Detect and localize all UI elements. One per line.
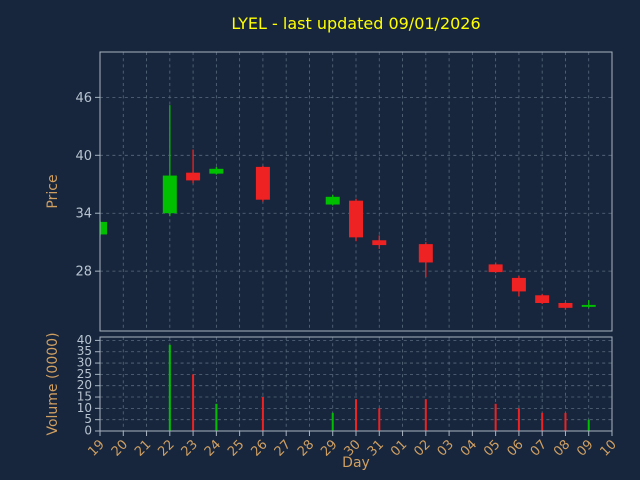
volume-tick-label: 25	[77, 367, 92, 381]
volume-tick-label: 35	[77, 344, 92, 358]
candle-body	[100, 221, 107, 235]
price-tick-label: 34	[75, 207, 92, 222]
candle-body	[418, 244, 433, 263]
volume-axis-label: Volume (0000)	[45, 332, 61, 435]
candles-layer	[100, 105, 596, 310]
price-tick-label: 46	[75, 91, 92, 106]
volume-tick-label: 30	[77, 356, 92, 370]
tick-marks	[95, 96, 613, 436]
volume-tick-label: 0	[84, 424, 92, 438]
candle-body	[558, 303, 573, 308]
volume-tick-label: 15	[77, 390, 92, 404]
candle-body	[209, 168, 224, 174]
candle-body	[186, 172, 201, 181]
candle-body	[488, 264, 503, 273]
x-axis-label: Day	[342, 455, 370, 471]
candle-body	[535, 295, 550, 304]
candle-body	[325, 196, 340, 205]
price-axis-label: Price	[45, 174, 61, 208]
candle-body	[349, 200, 363, 238]
volume-tick-label: 40	[77, 333, 92, 347]
candle-body	[255, 166, 270, 200]
price-tick-label: 40	[75, 149, 92, 164]
candle-body	[511, 277, 526, 292]
candle-body	[372, 240, 387, 246]
price-tick-label: 28	[75, 265, 92, 280]
volume-tick-label: 20	[77, 378, 92, 392]
volume-tick-label: 5	[84, 412, 92, 426]
volume-bars-layer	[168, 344, 590, 431]
chart-title: LYEL - last updated 09/01/2026	[231, 14, 480, 33]
candle-body	[581, 304, 596, 307]
candle-body	[162, 175, 177, 214]
volume-tick-label: 10	[77, 401, 92, 415]
